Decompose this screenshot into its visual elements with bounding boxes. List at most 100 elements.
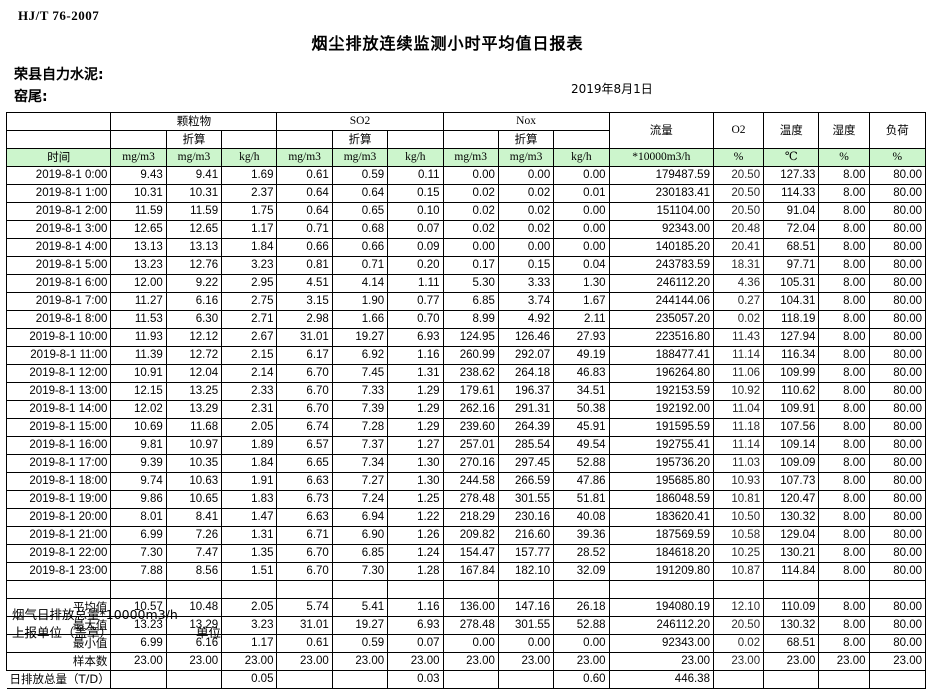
cell-value: 188477.41 bbox=[608, 346, 714, 365]
cell-value: 0.09 bbox=[387, 238, 444, 257]
unit-load: % bbox=[868, 148, 927, 167]
cell-value: 23.00 bbox=[712, 652, 765, 671]
summary-label: 平均值 bbox=[5, 598, 112, 617]
cell-value: 0.02 bbox=[497, 184, 555, 203]
cell-value bbox=[712, 670, 765, 689]
cell-value: 46.83 bbox=[553, 364, 610, 383]
cell-value: 11.68 bbox=[165, 418, 223, 437]
so2-converted-label: 折算 bbox=[331, 130, 389, 149]
cell-value bbox=[331, 670, 389, 689]
cell-value: 68.51 bbox=[763, 634, 820, 653]
cell-value: 124.95 bbox=[442, 328, 499, 347]
cell-value: 80.00 bbox=[868, 202, 927, 221]
cell-value: 0.66 bbox=[331, 238, 389, 257]
cell-value: 13.23 bbox=[110, 256, 167, 275]
cell-value: 6.16 bbox=[165, 292, 223, 311]
cell-value: 11.18 bbox=[712, 418, 765, 437]
cell-value: 11.14 bbox=[712, 436, 765, 455]
cell-value: 104.31 bbox=[763, 292, 820, 311]
company-name: 荣县自力水泥: bbox=[14, 67, 104, 83]
cell-value: 8.00 bbox=[818, 508, 870, 527]
header-row-units: 时间 mg/m3 mg/m3 kg/h mg/m3 mg/m3 kg/h mg/… bbox=[5, 148, 927, 167]
blank-cell bbox=[165, 580, 223, 599]
cell-value: 11.14 bbox=[712, 346, 765, 365]
cell-value: 301.55 bbox=[497, 490, 555, 509]
cell-value: 0.03 bbox=[387, 670, 444, 689]
cell-value: 10.58 bbox=[712, 526, 765, 545]
cell-value: 107.56 bbox=[763, 418, 820, 437]
cell-value: 80.00 bbox=[868, 598, 927, 617]
cell-value: 0.27 bbox=[712, 292, 765, 311]
cell-value: 12.65 bbox=[165, 220, 223, 239]
cell-value: 7.28 bbox=[331, 418, 389, 437]
cell-value: 0.70 bbox=[387, 310, 444, 329]
cell-value: 7.47 bbox=[165, 544, 223, 563]
cell-value: 6.99 bbox=[110, 526, 167, 545]
cell-value: 13.13 bbox=[110, 238, 167, 257]
cell-value: 3.33 bbox=[497, 274, 555, 293]
cell-value: 10.31 bbox=[110, 184, 167, 203]
cell-value: 6.93 bbox=[387, 328, 444, 347]
cell-value: 10.97 bbox=[165, 436, 223, 455]
cell-value: 6.70 bbox=[276, 562, 333, 581]
cell-value: 0.01 bbox=[553, 184, 610, 203]
cell-value: 23.00 bbox=[331, 652, 389, 671]
cell-value: 1.51 bbox=[221, 562, 278, 581]
cell-value: 0.02 bbox=[442, 202, 499, 221]
cell-time: 2019-8-1 14:00 bbox=[5, 400, 112, 419]
cell-value: 2.14 bbox=[221, 364, 278, 383]
cell-value: 80.00 bbox=[868, 256, 927, 275]
cell-value: 6.57 bbox=[276, 436, 333, 455]
data-rows-body: 2019-8-1 0:00 9.43 9.41 1.69 0.61 0.59 0.11 0.0… bbox=[5, 166, 927, 581]
cell-value: 136.00 bbox=[442, 598, 499, 617]
cell-value: 260.99 bbox=[442, 346, 499, 365]
cell-value: 80.00 bbox=[868, 400, 927, 419]
cell-time: 2019-8-1 19:00 bbox=[5, 490, 112, 509]
cell-value: 1.25 bbox=[387, 490, 444, 509]
cell-value: 8.00 bbox=[818, 562, 870, 581]
cell-value: 1.89 bbox=[221, 436, 278, 455]
blank-cell bbox=[712, 580, 765, 599]
cell-value: 80.00 bbox=[868, 238, 927, 257]
table-row: 2019-8-1 2:00 11.59 11.59 1.75 0.64 0.65 0.10 0… bbox=[5, 202, 927, 221]
cell-time: 2019-8-1 10:00 bbox=[5, 328, 112, 347]
cell-value: 140185.20 bbox=[608, 238, 714, 257]
summary-rows-body: 平均值 10.57 10.48 2.05 5.74 5.41 1.16 136.00 147.1… bbox=[5, 580, 927, 689]
cell-value: 2.11 bbox=[553, 310, 610, 329]
cell-value: 80.00 bbox=[868, 346, 927, 365]
cell-time: 2019-8-1 21:00 bbox=[5, 526, 112, 545]
cell-value: 7.26 bbox=[165, 526, 223, 545]
blank-cell bbox=[387, 580, 444, 599]
blank-cell bbox=[442, 580, 499, 599]
cell-value: 6.17 bbox=[276, 346, 333, 365]
cell-value: 264.18 bbox=[497, 364, 555, 383]
cell-value: 23.00 bbox=[165, 652, 223, 671]
unit-pm-converted-mgm3: mg/m3 bbox=[165, 148, 223, 167]
blank-cell bbox=[331, 580, 389, 599]
cell-value: 8.00 bbox=[818, 472, 870, 491]
cell-value: 0.11 bbox=[387, 166, 444, 185]
cell-value: 80.00 bbox=[868, 184, 927, 203]
cell-value: 0.00 bbox=[553, 166, 610, 185]
cell-value: 10.63 bbox=[165, 472, 223, 491]
cell-value: 0.77 bbox=[387, 292, 444, 311]
cell-value: 80.00 bbox=[868, 544, 927, 563]
cell-time: 2019-8-1 16:00 bbox=[5, 436, 112, 455]
cell-value: 0.04 bbox=[553, 256, 610, 275]
table-row: 2019-8-1 12:00 10.91 12.04 2.14 6.70 7.45 1.31… bbox=[5, 364, 927, 383]
cell-value: 2.95 bbox=[221, 274, 278, 293]
header-spacer-2 bbox=[5, 130, 112, 149]
cell-value: 1.16 bbox=[387, 346, 444, 365]
unit-nox-mgm3: mg/m3 bbox=[442, 148, 499, 167]
summary-label: 样本数 bbox=[5, 652, 112, 671]
table-row: 2019-8-1 5:00 13.23 12.76 3.23 0.81 0.71 0.20 0… bbox=[5, 256, 927, 275]
cell-value: 11.93 bbox=[110, 328, 167, 347]
cell-time: 2019-8-1 5:00 bbox=[5, 256, 112, 275]
cell-value: 186048.59 bbox=[608, 490, 714, 509]
cell-value: 1.29 bbox=[387, 418, 444, 437]
cell-value: 0.17 bbox=[442, 256, 499, 275]
cell-value: 80.00 bbox=[868, 616, 927, 635]
cell-value: 2.37 bbox=[221, 184, 278, 203]
cell-value: 1.83 bbox=[221, 490, 278, 509]
cell-value: 20.50 bbox=[712, 184, 765, 203]
